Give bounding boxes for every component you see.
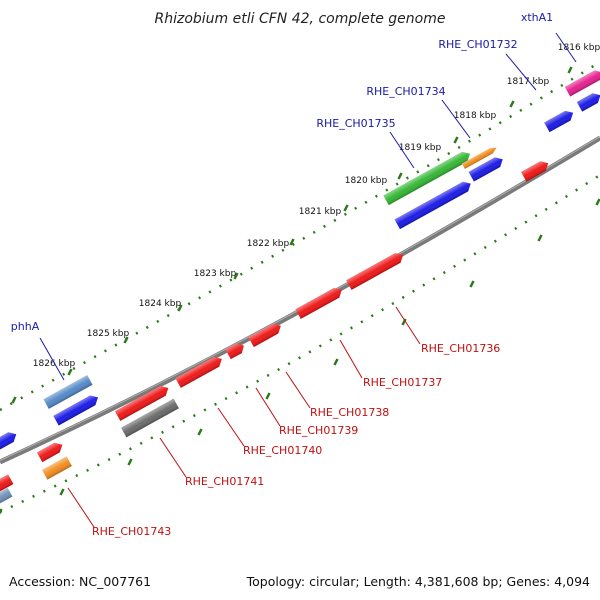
scale-label: 1820 kbp bbox=[345, 176, 388, 186]
genome-backbone-highlight bbox=[0, 136, 600, 461]
gene-feature-phhA[interactable] bbox=[43, 375, 93, 409]
gene-label[interactable]: RHE_CH01735 bbox=[316, 117, 395, 130]
label-leader bbox=[339, 339, 363, 379]
genome-summary-text: Topology: circular; Length: 4,381,608 bp… bbox=[246, 574, 590, 589]
gene-feature-rhe-ch01739[interactable] bbox=[225, 341, 246, 360]
scale-tick bbox=[537, 234, 543, 242]
gene-feature-blue[interactable] bbox=[544, 108, 576, 133]
scale-tick bbox=[123, 336, 129, 344]
gene-labels: xthA1 RHE_CH01732 RHE_CH01734 RHE_CH01735ph… bbox=[11, 11, 553, 538]
gene-label[interactable]: phhA bbox=[11, 320, 40, 333]
scale-tick bbox=[453, 136, 459, 144]
gene-label[interactable]: RHE_CH01736 bbox=[421, 342, 500, 355]
gene-feature-blue[interactable] bbox=[468, 154, 506, 182]
gene-feature-red[interactable] bbox=[36, 440, 65, 463]
scale-tick bbox=[197, 428, 203, 436]
scale-tick bbox=[0, 508, 3, 515]
scale-label: 1818 kbp bbox=[454, 111, 497, 121]
label-leader bbox=[67, 487, 95, 528]
label-leader bbox=[395, 306, 421, 345]
scale-label: 1826 kbp bbox=[33, 359, 76, 369]
genome-backbone bbox=[0, 135, 600, 465]
scale-tick bbox=[343, 204, 349, 212]
scale-tick bbox=[397, 172, 403, 180]
scale-ticks bbox=[0, 66, 600, 515]
gene-label[interactable]: RHE_CH01734 bbox=[366, 85, 445, 98]
gene-label[interactable]: RHE_CH01739 bbox=[279, 424, 358, 437]
scale-tick bbox=[177, 304, 183, 312]
scale-tick bbox=[333, 358, 339, 366]
gene-label[interactable]: RHE_CH01737 bbox=[363, 376, 442, 389]
gene-feature-gray[interactable] bbox=[121, 398, 179, 438]
scale-tick bbox=[59, 488, 65, 496]
gene-feature-red[interactable] bbox=[0, 474, 14, 494]
gene-label[interactable]: RHE_CH01740 bbox=[243, 444, 322, 457]
scale-tick bbox=[469, 280, 475, 288]
gene-feature-rhe-ch01736[interactable] bbox=[346, 250, 406, 290]
scale-tick bbox=[127, 458, 133, 466]
scale-label: 1816 kbp bbox=[558, 43, 600, 53]
gene-feature-rhe-ch01741[interactable] bbox=[114, 383, 171, 421]
scale-label: 1824 kbp bbox=[139, 299, 182, 309]
gene-feature-rhe-ch01732[interactable] bbox=[564, 67, 600, 97]
accession-text: Accession: NC_007761 bbox=[9, 574, 152, 589]
map-title: Rhizobium etli CFN 42, complete genome bbox=[155, 11, 446, 27]
scale-tick bbox=[67, 368, 73, 376]
gene-label[interactable]: RHE_CH01738 bbox=[310, 406, 389, 419]
scale-label: 1822 kbp bbox=[247, 239, 290, 249]
gene-feature-rhe-ch01737[interactable] bbox=[295, 285, 344, 319]
label-leader bbox=[255, 387, 281, 427]
gene-feature-blue[interactable] bbox=[53, 393, 100, 426]
label-leader bbox=[159, 437, 187, 478]
outer-scale-ring bbox=[0, 60, 600, 412]
gene-label[interactable]: RHE_CH01741 bbox=[185, 475, 264, 488]
label-leader bbox=[39, 337, 65, 381]
scale-label: 1817 kbp bbox=[507, 77, 550, 87]
gene-label[interactable]: RHE_CH01743 bbox=[92, 525, 171, 538]
label-leader bbox=[389, 131, 415, 169]
gene-feature-blue-partial[interactable] bbox=[0, 487, 13, 505]
gene-feature-red[interactable] bbox=[521, 158, 551, 182]
label-leader bbox=[555, 32, 577, 63]
scale-tick bbox=[595, 198, 600, 206]
gene-label-leaders bbox=[39, 32, 577, 528]
scale-tick bbox=[289, 238, 295, 246]
label-leader bbox=[505, 53, 537, 91]
scale-labels: 1816 kbp 1817 kbp 1818 kbp 1819 kbp 1820 kbp… bbox=[33, 43, 600, 369]
gene-feature-blue[interactable] bbox=[0, 429, 19, 453]
scale-tick bbox=[509, 100, 515, 108]
label-leader bbox=[217, 407, 245, 447]
gene-feature-rhe-ch01738[interactable] bbox=[248, 321, 283, 348]
scale-label: 1819 kbp bbox=[399, 143, 442, 153]
gene-label[interactable]: xthA1 bbox=[521, 11, 553, 24]
gene-feature-rhe-ch01743[interactable] bbox=[42, 456, 72, 480]
gene-feature-blue[interactable] bbox=[394, 179, 474, 230]
label-leader bbox=[285, 371, 311, 409]
scale-tick bbox=[11, 396, 17, 404]
scale-tick bbox=[567, 66, 573, 74]
gene-feature-rhe-ch01735[interactable] bbox=[383, 149, 472, 206]
scale-tick bbox=[233, 272, 239, 280]
gene-label[interactable]: RHE_CH01732 bbox=[438, 38, 517, 51]
scale-tick bbox=[265, 392, 271, 400]
gene-feature-rhe-ch01734[interactable] bbox=[461, 145, 498, 169]
label-leader bbox=[441, 99, 471, 139]
gene-feature-rhe-ch01740[interactable] bbox=[175, 354, 224, 388]
scale-label: 1821 kbp bbox=[299, 207, 342, 217]
inner-scale-ring bbox=[0, 173, 600, 514]
scale-label: 1825 kbp bbox=[87, 329, 130, 339]
gene-feature-blue[interactable] bbox=[576, 90, 600, 112]
gene-features bbox=[0, 67, 600, 505]
scale-label: 1823 kbp bbox=[194, 269, 237, 279]
